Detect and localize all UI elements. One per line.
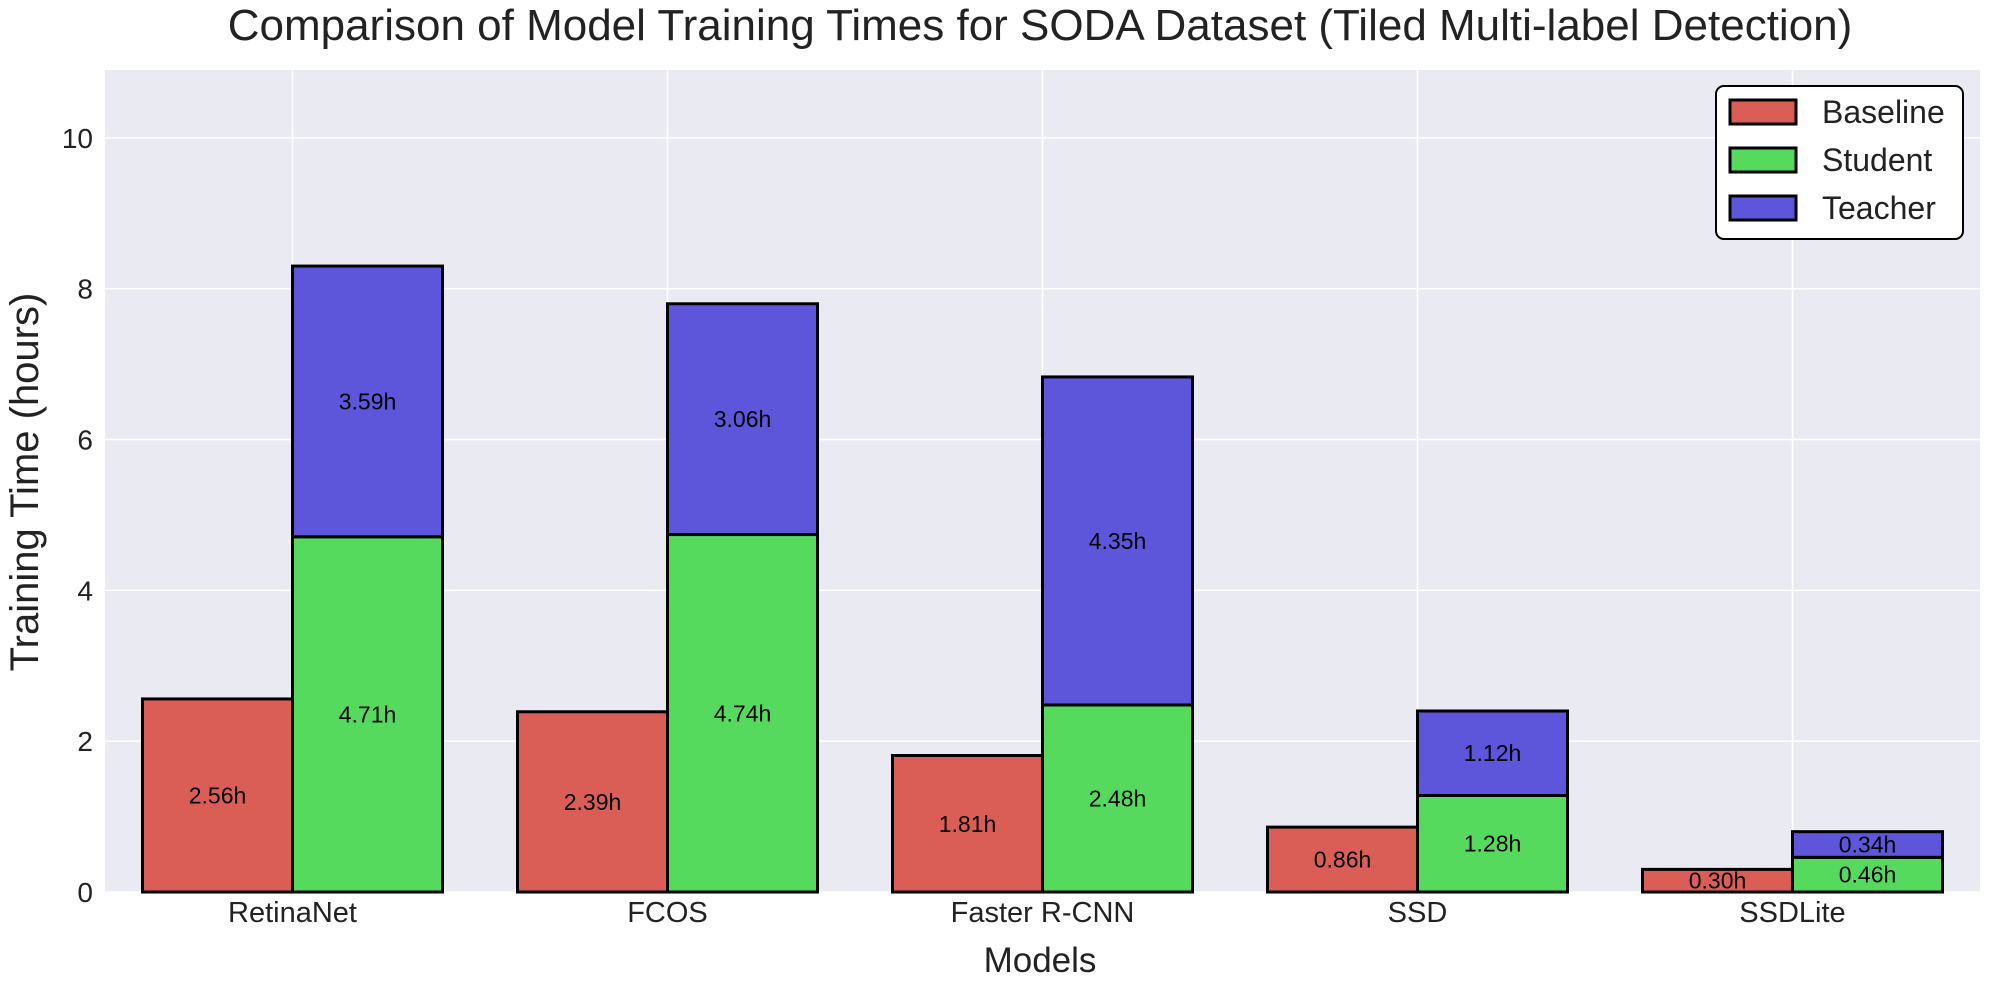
- legend-swatch: [1728, 98, 1798, 126]
- y-tick-label: 0: [77, 877, 93, 908]
- bar-value-label: 0.86h: [1314, 847, 1372, 873]
- bar: [1041, 703, 1194, 894]
- bar: [291, 264, 444, 539]
- y-tick-label: 8: [77, 274, 93, 305]
- bar-value-label: 1.28h: [1464, 831, 1522, 857]
- bar-value-label: 2.56h: [189, 782, 247, 808]
- bar: [1791, 830, 1944, 859]
- y-axis-label: Training Time (hours): [3, 293, 47, 672]
- y-tick-label: 2: [77, 726, 93, 757]
- y-tick-label: 4: [77, 575, 93, 606]
- bar: [291, 535, 444, 894]
- bar-value-label: 3.59h: [339, 388, 397, 414]
- bar-value-label: 0.34h: [1839, 831, 1897, 857]
- legend-swatch: [1728, 146, 1798, 174]
- bar: [666, 302, 819, 537]
- bar: [666, 533, 819, 894]
- y-tick-label: 6: [77, 425, 93, 456]
- axis-ticks: 0 2 4 6 8 10 RetinaNet FCOS Faster R-CNN SSD SSDLi…: [62, 123, 1846, 929]
- bar-value-label: 3.06h: [714, 406, 772, 432]
- bar-value-label: 2.39h: [564, 789, 622, 815]
- bar-value-label: 1.12h: [1464, 740, 1522, 766]
- bar-value-label: 2.48h: [1089, 785, 1147, 811]
- bars: [141, 264, 1944, 894]
- x-tick-label: SSDLite: [1739, 897, 1845, 929]
- x-tick-label: RetinaNet: [228, 897, 357, 929]
- y-tick-label: 10: [62, 123, 93, 154]
- legend-label: Student: [1822, 142, 1932, 178]
- legend-label: Teacher: [1822, 190, 1936, 226]
- bar: [1416, 709, 1569, 797]
- x-tick-label: SSD: [1388, 897, 1448, 929]
- x-tick-label: FCOS: [627, 897, 708, 929]
- bar-value-label: 4.74h: [714, 700, 772, 726]
- legend-swatch: [1728, 194, 1798, 222]
- legend: Baseline Student Teacher: [1715, 85, 1964, 240]
- bar-value-label: 4.35h: [1089, 528, 1147, 554]
- bar: [1266, 825, 1419, 894]
- bar: [1791, 855, 1944, 894]
- bar: [1416, 793, 1569, 894]
- bar: [891, 754, 1044, 894]
- chart-title: Comparison of Model Training Times for S…: [228, 1, 1853, 50]
- bar-value-label: 0.46h: [1839, 862, 1897, 888]
- legend-label: Baseline: [1822, 94, 1945, 130]
- x-axis-label: Models: [984, 941, 1097, 980]
- bar-value-label: 4.71h: [339, 701, 397, 727]
- data-labels: 2.56h 4.71h 3.59h 2.39h 4.74h 3.06h 1.81h 2.48h…: [189, 388, 1897, 893]
- bar-value-label: 0.30h: [1689, 868, 1747, 894]
- x-tick-label: Faster R-CNN: [951, 897, 1135, 929]
- bar-value-label: 1.81h: [939, 811, 997, 837]
- bar: [1041, 375, 1194, 707]
